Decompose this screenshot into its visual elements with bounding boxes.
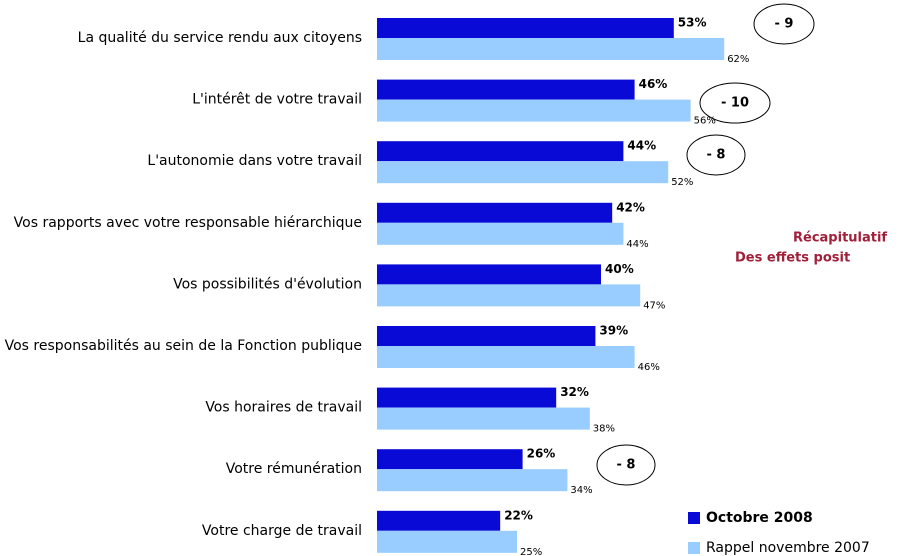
annotation-circle	[699, 82, 771, 124]
bar	[377, 510, 501, 531]
legend-label: Rappel novembre 2007	[706, 540, 870, 556]
annotation: - 9	[775, 17, 794, 32]
side-note: Récapitulatif	[793, 231, 887, 246]
value-label: 46%	[638, 362, 660, 373]
category-label: Vos possibilités d'évolution	[173, 276, 362, 292]
annotation-circle	[686, 134, 746, 176]
bar	[377, 387, 557, 408]
bar	[377, 346, 635, 368]
value-label: 25%	[520, 547, 542, 556]
value-label: 52%	[671, 177, 693, 188]
category-label: Vos horaires de travail	[205, 400, 362, 416]
annotation-circle	[753, 3, 815, 45]
bar	[377, 161, 669, 184]
value-label: 62%	[727, 54, 749, 65]
value-label: 34%	[570, 485, 592, 496]
bar	[377, 79, 635, 100]
value-label: 42%	[616, 200, 645, 214]
legend-swatch	[688, 542, 700, 554]
bar	[377, 407, 590, 430]
bar	[377, 18, 674, 38]
value-label: 53%	[678, 16, 707, 30]
bar	[377, 264, 601, 285]
annotation-circle	[596, 444, 656, 486]
category-label: Vos rapports avec votre responsable hiér…	[14, 215, 362, 231]
category-label: La qualité du service rendu aux citoyens	[78, 30, 362, 46]
legend-swatch	[688, 512, 700, 524]
bar	[377, 530, 517, 553]
bar	[377, 38, 725, 60]
bar	[377, 99, 691, 122]
legend-label: Octobre 2008	[706, 510, 813, 526]
category-label: Vos responsabilités au sein de la Foncti…	[5, 338, 362, 354]
value-label: 40%	[605, 262, 634, 276]
value-label: 32%	[560, 385, 589, 399]
bar	[377, 202, 613, 223]
annotation: - 8	[617, 458, 636, 473]
value-label: 44%	[626, 239, 648, 250]
bar	[377, 284, 641, 307]
value-label: 56%	[694, 116, 716, 127]
bar	[377, 222, 624, 245]
category-label: L'autonomie dans votre travail	[147, 153, 362, 169]
value-label: 38%	[593, 424, 615, 435]
bar	[377, 141, 624, 162]
category-label: Votre charge de travail	[202, 523, 362, 539]
annotation: - 8	[707, 148, 726, 163]
category-label: Votre rémunération	[226, 461, 362, 477]
annotation: - 10	[721, 96, 749, 111]
value-label: 26%	[527, 447, 556, 461]
value-label: 39%	[599, 324, 628, 338]
value-label: 22%	[504, 508, 533, 522]
side-note: Des effets posit	[735, 251, 850, 266]
value-label: 44%	[627, 139, 656, 153]
category-label: L'intérêt de votre travail	[192, 92, 362, 108]
bar	[377, 326, 596, 346]
value-label: 46%	[639, 77, 668, 91]
bar	[377, 469, 568, 492]
bar	[377, 449, 523, 470]
value-label: 47%	[643, 300, 665, 311]
